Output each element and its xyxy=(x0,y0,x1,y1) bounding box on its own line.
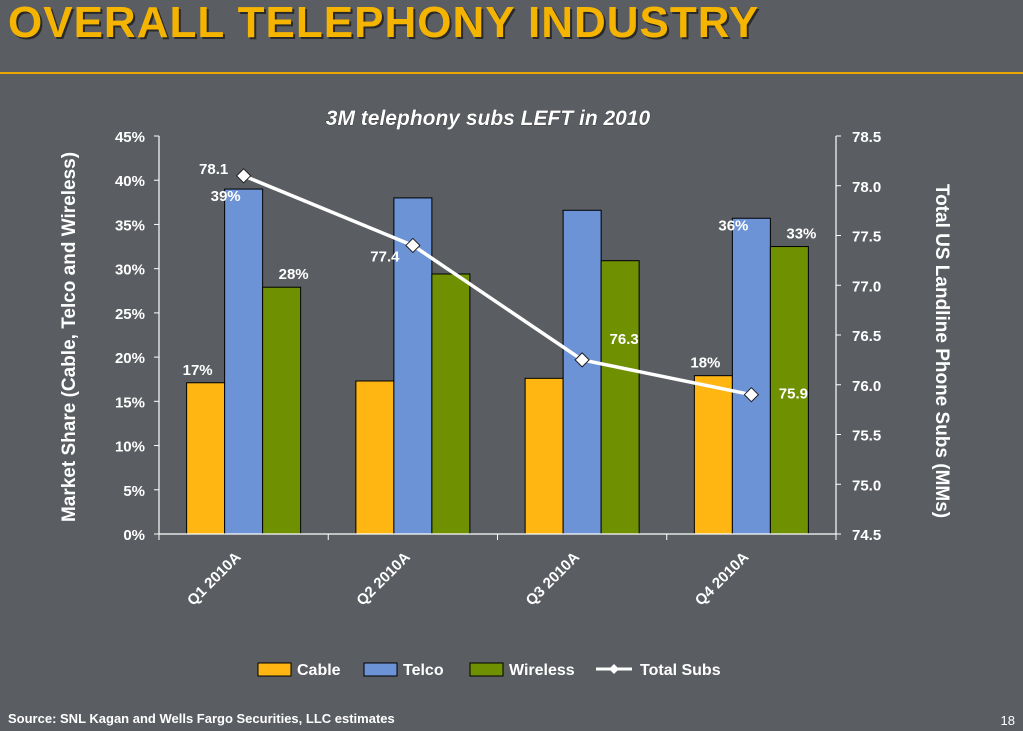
bar-data-label: 28% xyxy=(279,266,309,283)
bar-wireless xyxy=(431,273,471,535)
x-tick-label: Q1 2010A xyxy=(184,549,244,609)
y-tick-label: 0% xyxy=(123,527,145,544)
bar-telco xyxy=(562,209,602,535)
y-axis-title: Market Share (Cable, Telco and Wireless) xyxy=(59,152,80,522)
legend-swatch xyxy=(469,662,504,677)
legend-swatch xyxy=(257,662,292,677)
bar-data-label: 39% xyxy=(211,188,241,205)
bar-data-label: 33% xyxy=(786,226,816,243)
bar-data-label: 17% xyxy=(183,362,213,379)
y2-tick-label: 76.5 xyxy=(852,328,881,345)
y-tick-label: 10% xyxy=(115,439,145,456)
y2-tick-label: 78.0 xyxy=(852,179,881,196)
total-subs-data-label: 78.1 xyxy=(199,161,228,178)
title-divider xyxy=(0,72,1023,74)
y-tick-label: 40% xyxy=(115,173,145,190)
total-subs-data-label: 77.4 xyxy=(370,248,400,265)
legend-label: Wireless xyxy=(509,662,575,679)
bar-telco xyxy=(224,188,264,535)
y2-tick-label: 76.0 xyxy=(852,378,881,395)
bar-wireless xyxy=(769,246,809,535)
bar-cable xyxy=(524,377,564,535)
x-tick-label: Q4 2010A xyxy=(692,549,752,609)
y-tick-label: 15% xyxy=(115,394,145,411)
source-note: Source: SNL Kagan and Wells Fargo Securi… xyxy=(8,711,395,726)
total-subs-marker xyxy=(235,168,252,184)
x-tick-label: Q2 2010A xyxy=(353,549,413,609)
slide-title: OVERALL TELEPHONY INDUSTRY xyxy=(8,0,760,47)
total-subs-data-label: 75.9 xyxy=(779,386,808,403)
bar-data-label: 36% xyxy=(718,217,748,234)
y-tick-label: 35% xyxy=(115,217,145,234)
y-tick-label: 5% xyxy=(123,483,145,500)
legend-marker xyxy=(609,664,619,674)
y-tick-label: 20% xyxy=(115,350,145,367)
y-tick-label: 30% xyxy=(115,262,145,279)
total-subs-marker xyxy=(405,237,421,254)
legend-swatch xyxy=(363,662,398,677)
y2-tick-label: 75.5 xyxy=(852,428,881,445)
bar-cable xyxy=(693,375,733,535)
y2-tick-label: 78.5 xyxy=(852,129,881,146)
page-number: 18 xyxy=(1000,713,1015,728)
y-tick-label: 45% xyxy=(115,129,145,146)
total-subs-data-label: 76.3 xyxy=(610,331,639,348)
bar-telco xyxy=(731,217,771,535)
total-subs-marker xyxy=(743,386,760,403)
y2-tick-label: 77.0 xyxy=(852,278,881,295)
total-subs-line xyxy=(242,174,752,397)
bar-wireless xyxy=(600,260,640,535)
legend-label: Telco xyxy=(403,662,444,679)
legend-label: Total Subs xyxy=(640,662,721,679)
bar-data-label: 18% xyxy=(690,355,720,372)
chart-title: 3M telephony subs LEFT in 2010 xyxy=(326,107,651,130)
y2-tick-label: 77.5 xyxy=(852,229,881,246)
bar-cable xyxy=(186,382,226,535)
y2-axis-title: Total US Landline Phone Subs (MMs) xyxy=(931,184,952,518)
total-subs-marker xyxy=(574,352,590,368)
x-tick-label: Q3 2010A xyxy=(523,549,583,609)
bar-cable xyxy=(355,380,395,535)
bar-wireless xyxy=(262,286,302,535)
legend-label: Cable xyxy=(297,662,341,679)
y-tick-label: 25% xyxy=(115,306,145,323)
y2-tick-label: 74.5 xyxy=(852,527,881,544)
y2-tick-label: 75.0 xyxy=(852,477,881,494)
